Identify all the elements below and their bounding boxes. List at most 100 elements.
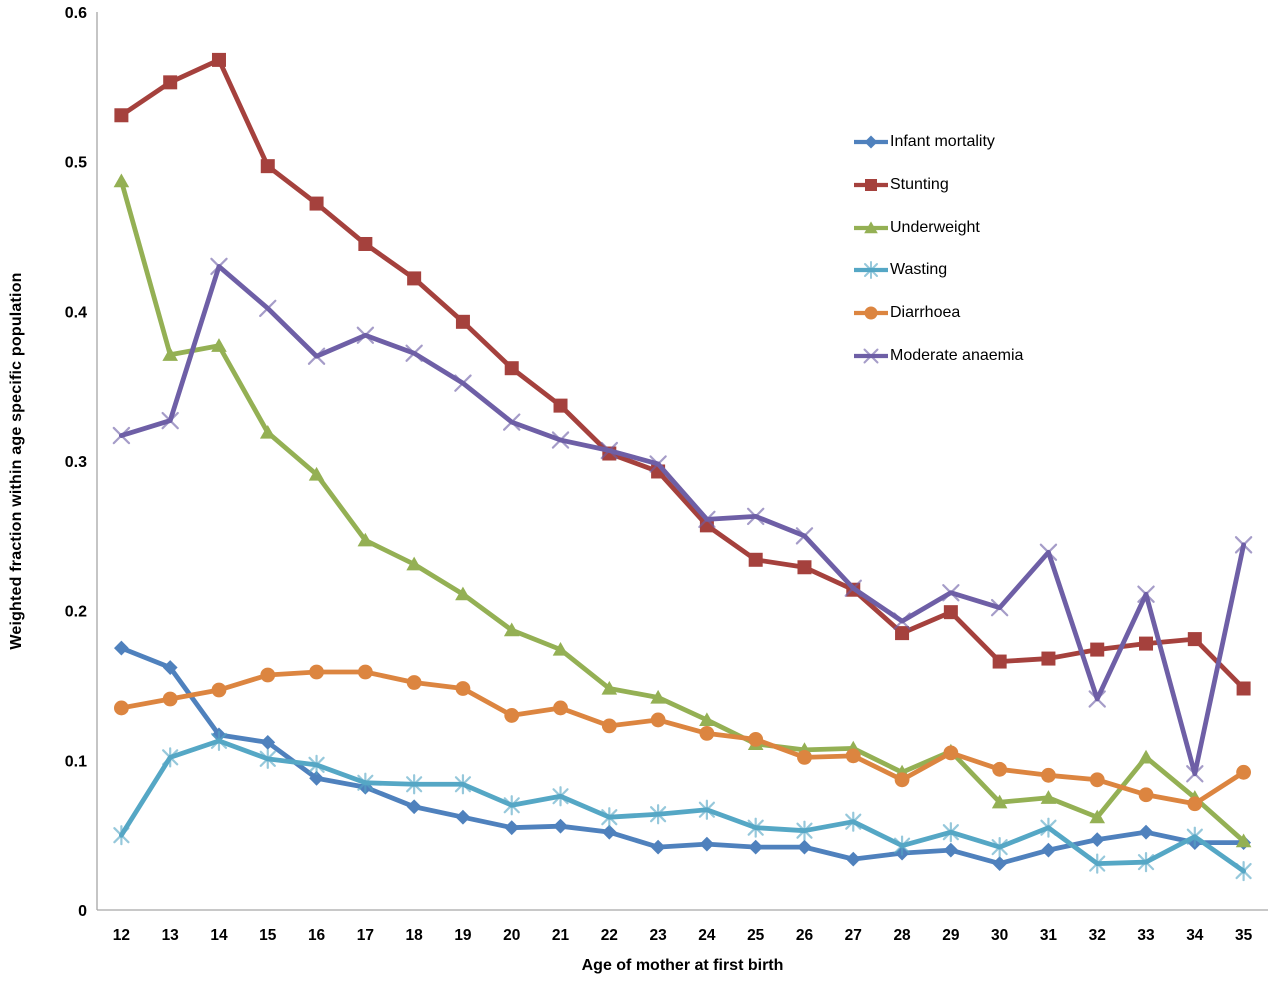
moderate-anaemia-marker	[405, 344, 423, 362]
underweight-marker-icon	[854, 221, 888, 234]
x-tick-label: 35	[1235, 927, 1253, 944]
x-tick-label: 34	[1186, 927, 1204, 944]
underweight-marker	[552, 641, 569, 656]
wasting-marker	[1186, 828, 1203, 845]
moderate-anaemia-marker	[942, 584, 960, 602]
infant-mortality-marker	[260, 734, 276, 750]
infant-mortality-marker	[797, 839, 812, 855]
infant-mortality-marker	[650, 839, 666, 855]
wasting-marker	[357, 774, 374, 791]
diarrhoea-marker	[406, 675, 422, 690]
wasting-marker	[1235, 862, 1252, 880]
legend-item-underweight: Underweight	[853, 206, 1023, 249]
diarrhoea-marker	[1138, 787, 1154, 803]
diarrhoea-marker	[943, 745, 959, 761]
y-tick-label: 0.1	[65, 753, 87, 770]
infant-mortality-marker	[699, 836, 715, 852]
stunting-marker	[260, 159, 275, 174]
diarrhoea-marker	[504, 708, 520, 723]
stunting-marker	[114, 108, 129, 123]
moderate-anaemia-marker	[746, 507, 765, 526]
x-tick-label: 14	[210, 927, 228, 944]
y-tick-label: 0.3	[65, 454, 87, 471]
diarrhoea-marker	[748, 731, 764, 747]
moderate-anaemia-marker	[1234, 536, 1253, 554]
infant-mortality-marker	[1089, 832, 1105, 848]
y-tick-label: 0.6	[65, 5, 87, 22]
wasting-marker-icon	[854, 261, 888, 280]
wasting-marker	[991, 839, 1008, 856]
infant-mortality-marker	[455, 809, 471, 825]
stunting-marker	[943, 605, 958, 620]
legend-item-wasting: Wasting	[853, 249, 1023, 292]
x-axis-title: Age of mother at first birth	[581, 957, 784, 974]
diarrhoea-marker	[1089, 772, 1105, 788]
infant-mortality-marker	[943, 842, 959, 858]
y-tick-label: 0.4	[65, 304, 87, 321]
wasting-marker	[552, 788, 569, 805]
legend-label: Diarrhoea	[890, 304, 961, 322]
x-tick-label: 31	[1040, 927, 1058, 944]
moderate-anaemia-marker	[990, 598, 1009, 617]
moderate-anaemia-marker	[649, 455, 667, 473]
x-tick-label: 18	[406, 927, 424, 944]
x-tick-label: 30	[991, 927, 1008, 944]
stunting-marker	[504, 361, 519, 376]
x-tick-label: 28	[893, 927, 911, 944]
stunting-marker	[455, 314, 470, 329]
wasting-marker	[747, 819, 764, 836]
stunting-marker-icon	[854, 179, 888, 192]
x-tick-label: 25	[747, 927, 765, 944]
diarrhoea-marker	[553, 700, 568, 716]
wasting-marker	[259, 750, 276, 767]
y-tick-label: 0.5	[65, 155, 87, 172]
infant-mortality-marker	[162, 660, 178, 675]
stunting-marker	[211, 52, 226, 67]
infant-mortality-marker	[845, 851, 861, 867]
diarrhoea-marker	[992, 761, 1008, 777]
moderate-anaemia-marker	[210, 257, 228, 276]
x-tick-label: 26	[796, 927, 814, 944]
y-tick-label: 0	[78, 903, 87, 920]
legend-item-infant-mortality: Infant mortality	[853, 121, 1023, 164]
stunting-marker	[992, 654, 1007, 669]
x-tick-label: 33	[1137, 927, 1155, 944]
stunting-marker	[1236, 681, 1251, 696]
moderate-anaemia-marker	[454, 374, 472, 392]
underweight-marker	[308, 466, 325, 481]
x-tick-label: 20	[503, 927, 520, 944]
moderate-anaemia-marker	[503, 413, 521, 431]
legend-item-moderate-anaemia: Moderate anaemia	[853, 334, 1023, 377]
wasting-marker	[406, 776, 423, 793]
infant-mortality-marker	[553, 818, 568, 834]
moderate-anaemia-marker-icon	[854, 348, 888, 364]
legend: Infant mortality Stunting Underweight Wa…	[853, 121, 1023, 377]
moderate-anaemia-marker	[698, 510, 716, 529]
underweight-marker	[1089, 809, 1106, 824]
underweight-marker	[211, 338, 227, 352]
wasting-marker	[942, 824, 959, 841]
x-tick-label: 16	[308, 927, 326, 944]
infant-mortality-marker	[601, 824, 617, 840]
stunting-line	[118, 57, 1247, 691]
stunting-marker	[1139, 636, 1154, 651]
diarrhoea-marker	[309, 664, 324, 680]
x-tick-label: 19	[454, 927, 472, 944]
diarrhoea-marker	[601, 718, 617, 734]
legend-label: Wasting	[890, 261, 948, 279]
moderate-anaemia-marker	[551, 431, 570, 449]
underweight-marker	[113, 173, 130, 188]
wasting-marker	[308, 756, 325, 773]
wasting-marker	[845, 813, 862, 830]
stunting-marker	[407, 271, 422, 286]
moderate-anaemia-marker	[844, 579, 862, 597]
stunting-marker	[1090, 642, 1105, 657]
wasting-marker	[503, 797, 520, 814]
wasting-marker	[601, 809, 618, 826]
stunting-marker	[748, 552, 763, 567]
diarrhoea-marker	[894, 772, 910, 788]
infant-mortality-marker	[992, 856, 1008, 872]
x-tick-label: 21	[552, 927, 570, 944]
moderate-anaemia-marker	[795, 527, 814, 545]
stunting-marker	[553, 398, 568, 413]
